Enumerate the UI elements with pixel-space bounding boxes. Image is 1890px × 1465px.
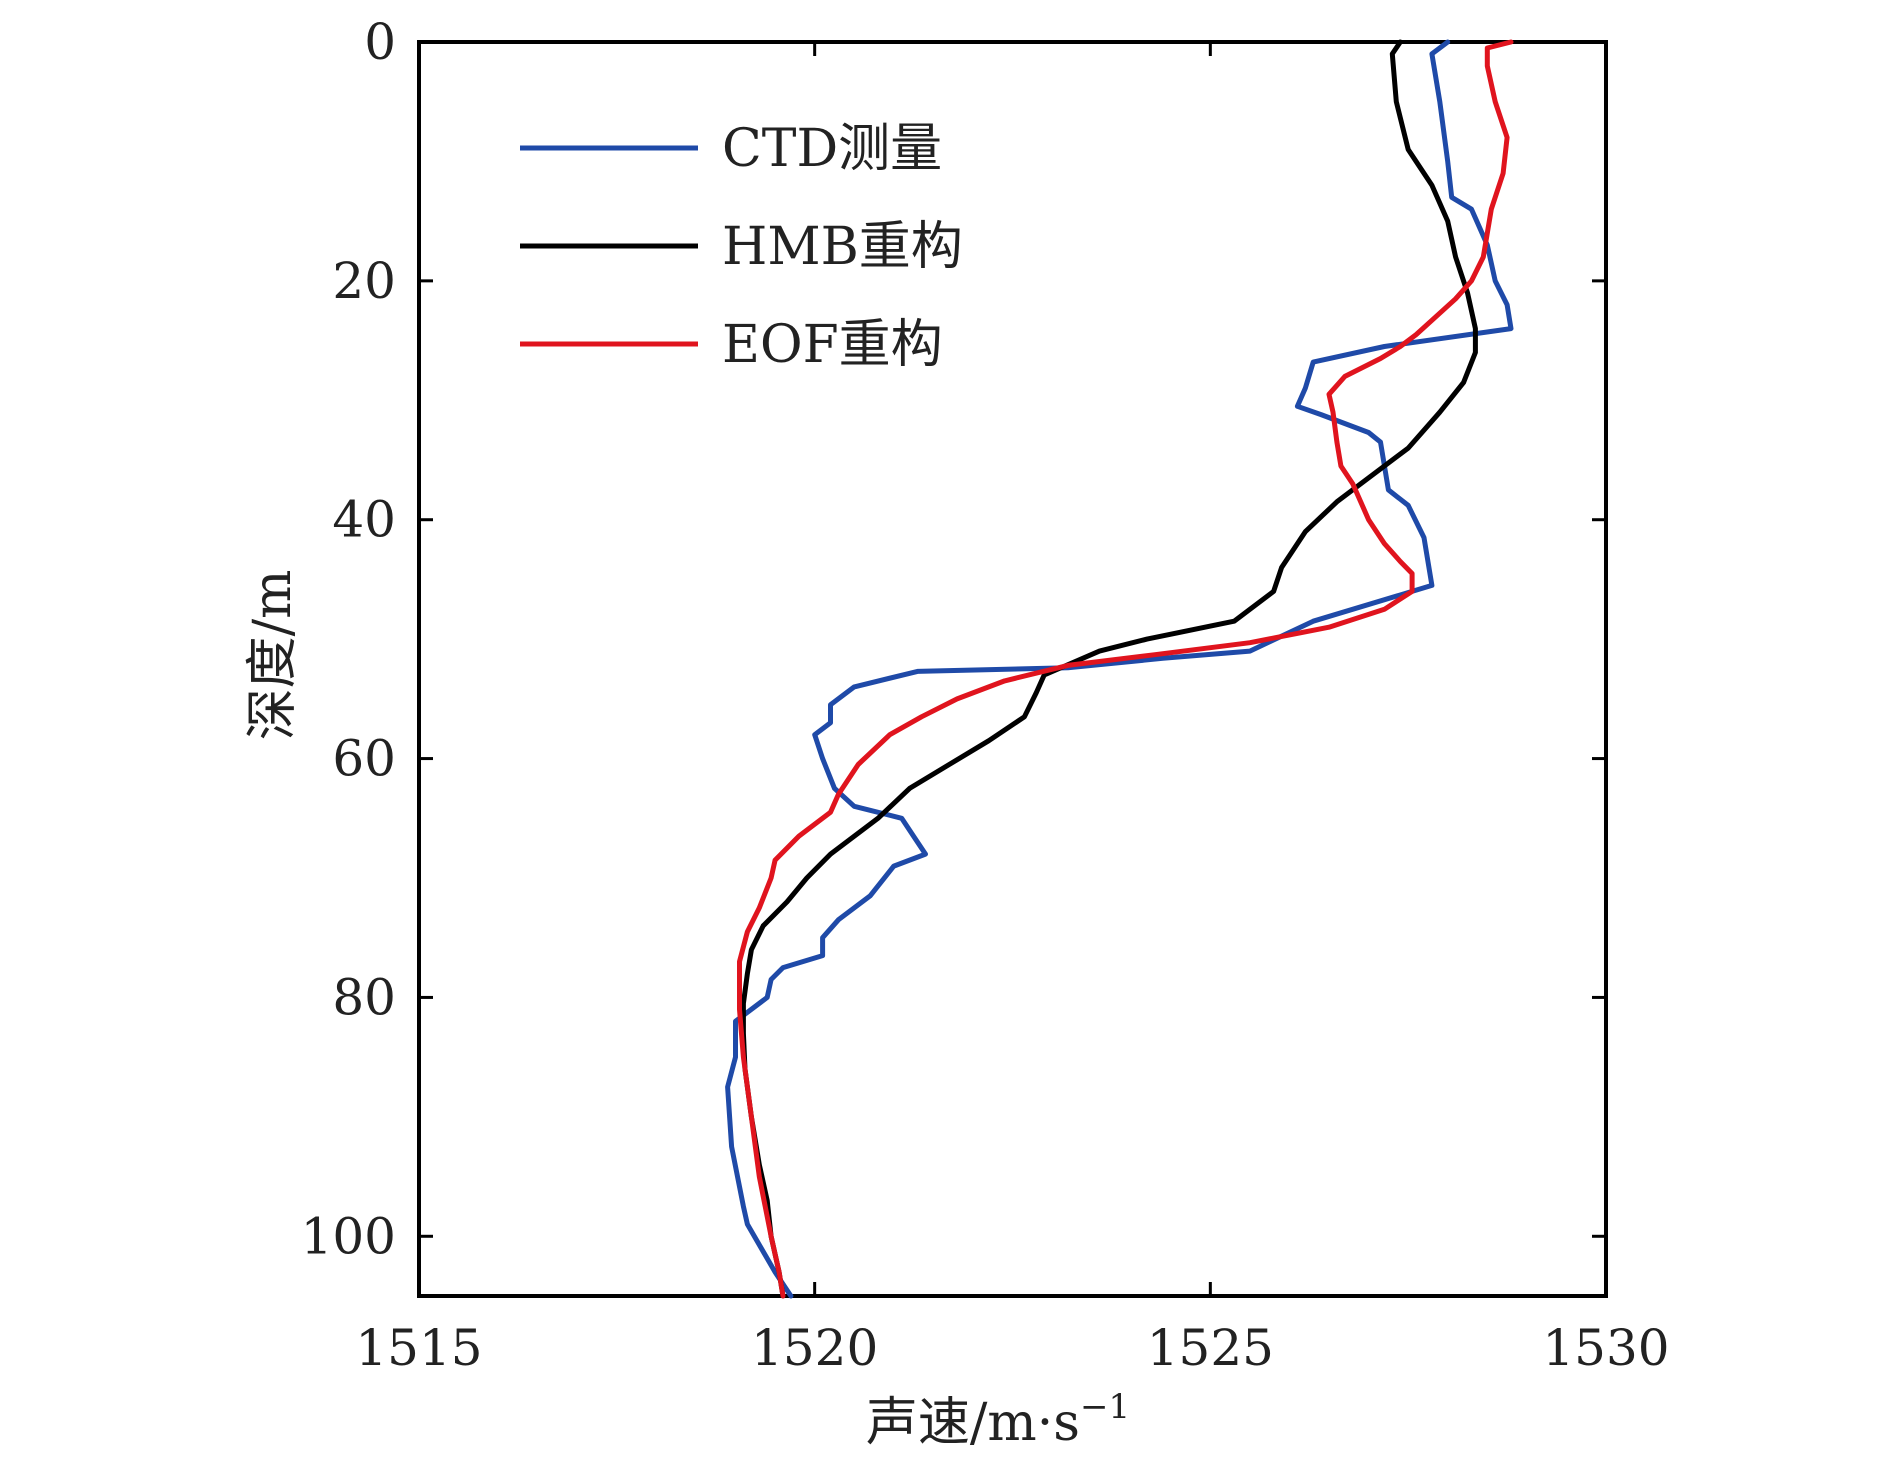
y-tick-label: 20 bbox=[332, 252, 396, 310]
x-tick-label: 1520 bbox=[751, 1319, 878, 1377]
series-line-0 bbox=[725, 39, 1514, 1299]
x-tick-label: 1515 bbox=[355, 1319, 482, 1377]
y-axis-title: 深度/m bbox=[243, 570, 303, 741]
x-tick-label: 1525 bbox=[1147, 1319, 1274, 1377]
y-axis-ticks: 0 20 40 60 80 100 bbox=[301, 13, 1606, 1265]
legend-label-0: CTD测量 bbox=[722, 119, 942, 179]
x-axis-title-text: 声速/m·s bbox=[866, 1393, 1080, 1453]
plot-frame bbox=[417, 40, 1608, 1298]
legend-label-1: HMB重构 bbox=[722, 217, 963, 277]
y-tick-label: 100 bbox=[301, 1207, 396, 1265]
y-tick-label: 0 bbox=[364, 13, 396, 71]
series-line-2 bbox=[737, 39, 1514, 1299]
x-axis-ticks: 1515 1520 1525 1530 bbox=[355, 42, 1670, 1377]
x-axis-title: 声速/m·s−1 bbox=[866, 1387, 1130, 1453]
series-lines bbox=[725, 39, 1514, 1299]
x-axis-title-superscript: −1 bbox=[1080, 1387, 1130, 1427]
y-tick-label: 60 bbox=[332, 730, 396, 788]
x-tick-label: 1530 bbox=[1542, 1319, 1669, 1377]
legend: CTD测量 HMB重构 EOF重构 bbox=[520, 119, 963, 375]
legend-label-2: EOF重构 bbox=[722, 315, 943, 375]
y-tick-label: 40 bbox=[332, 491, 396, 549]
y-tick-label: 80 bbox=[332, 968, 396, 1026]
